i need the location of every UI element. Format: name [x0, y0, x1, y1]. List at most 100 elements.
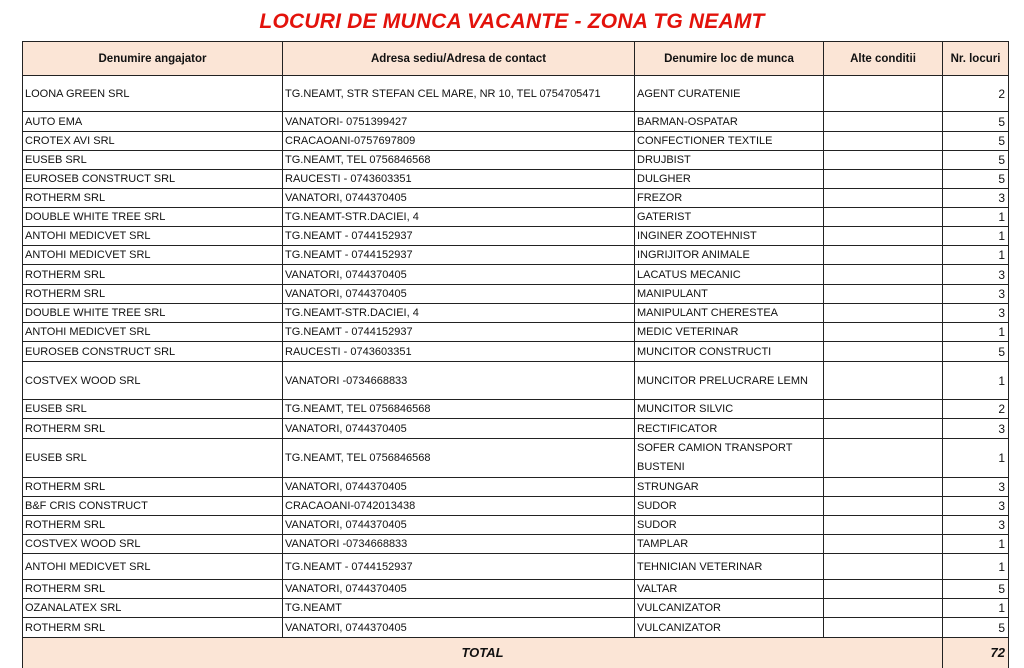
cell-count: 1: [943, 362, 1009, 400]
header-count: Nr. locuri: [943, 42, 1009, 76]
cell-address: VANATORI, 0744370405: [283, 419, 635, 439]
cell-employer: EUSEB SRL: [23, 400, 283, 419]
cell-address: TG.NEAMT: [283, 599, 635, 618]
cell-conditions: [824, 478, 943, 497]
cell-count: 3: [943, 304, 1009, 323]
cell-job: FREZOR: [635, 189, 824, 208]
cell-count: 1: [943, 323, 1009, 342]
cell-job: MUNCITOR PRELUCRARE LEMN: [635, 362, 824, 400]
header-conditions: Alte conditii: [824, 42, 943, 76]
cell-employer: ROTHERM SRL: [23, 285, 283, 304]
cell-employer: LOONA GREEN SRL: [23, 76, 283, 112]
cell-employer: DOUBLE WHITE TREE SRL: [23, 208, 283, 227]
cell-job: DULGHER: [635, 170, 824, 189]
vacancies-table: Denumire angajator Adresa sediu/Adresa d…: [22, 41, 1009, 668]
cell-conditions: [824, 419, 943, 439]
cell-job: INGRIJITOR ANIMALE: [635, 246, 824, 265]
cell-count: 1: [943, 208, 1009, 227]
cell-conditions: [824, 400, 943, 419]
cell-address: TG.NEAMT - 0744152937: [283, 227, 635, 246]
cell-address: RAUCESTI - 0743603351: [283, 170, 635, 189]
cell-count: 5: [943, 151, 1009, 170]
cell-count: 5: [943, 132, 1009, 151]
total-row: TOTAL 72: [23, 638, 1009, 668]
cell-address: VANATORI, 0744370405: [283, 618, 635, 638]
cell-employer: COSTVEX WOOD SRL: [23, 535, 283, 554]
page-title: LOCURI DE MUNCA VACANTE - ZONA TG NEAMT: [0, 10, 1024, 34]
cell-address: VANATORI, 0744370405: [283, 189, 635, 208]
cell-conditions: [824, 554, 943, 580]
cell-conditions: [824, 516, 943, 535]
cell-count: 5: [943, 170, 1009, 189]
cell-address: TG.NEAMT - 0744152937: [283, 246, 635, 265]
cell-address: VANATORI, 0744370405: [283, 265, 635, 285]
cell-conditions: [824, 265, 943, 285]
cell-conditions: [824, 132, 943, 151]
cell-count: 1: [943, 554, 1009, 580]
cell-job: LACATUS MECANIC: [635, 265, 824, 285]
cell-count: 5: [943, 342, 1009, 362]
cell-address: CRACAOANI-0742013438: [283, 497, 635, 516]
cell-count: 5: [943, 112, 1009, 132]
cell-job: MANIPULANT: [635, 285, 824, 304]
cell-conditions: [824, 170, 943, 189]
cell-count: 3: [943, 285, 1009, 304]
cell-address: TG.NEAMT, TEL 0756846568: [283, 151, 635, 170]
cell-job: MUNCITOR SILVIC: [635, 400, 824, 419]
cell-job: SOFER CAMION TRANSPORT BUSTENI: [635, 439, 824, 478]
cell-employer: ANTOHI MEDICVET SRL: [23, 246, 283, 265]
cell-conditions: [824, 342, 943, 362]
header-job: Denumire loc de munca: [635, 42, 824, 76]
cell-employer: ANTOHI MEDICVET SRL: [23, 554, 283, 580]
cell-conditions: [824, 497, 943, 516]
cell-count: 2: [943, 76, 1009, 112]
cell-count: 1: [943, 246, 1009, 265]
cell-job: MEDIC VETERINAR: [635, 323, 824, 342]
cell-conditions: [824, 112, 943, 132]
cell-employer: ROTHERM SRL: [23, 189, 283, 208]
cell-conditions: [824, 246, 943, 265]
cell-job: CONFECTIONER TEXTILE: [635, 132, 824, 151]
cell-conditions: [824, 362, 943, 400]
cell-employer: ROTHERM SRL: [23, 580, 283, 599]
cell-job: GATERIST: [635, 208, 824, 227]
cell-conditions: [824, 304, 943, 323]
cell-employer: DOUBLE WHITE TREE SRL: [23, 304, 283, 323]
cell-job: VULCANIZATOR: [635, 618, 824, 638]
table-header-row: Denumire angajator Adresa sediu/Adresa d…: [23, 42, 1009, 76]
cell-address: TG.NEAMT - 0744152937: [283, 323, 635, 342]
cell-address: RAUCESTI - 0743603351: [283, 342, 635, 362]
cell-count: 3: [943, 265, 1009, 285]
cell-employer: ROTHERM SRL: [23, 478, 283, 497]
cell-employer: EUSEB SRL: [23, 439, 283, 478]
cell-address: VANATORI -0734668833: [283, 362, 635, 400]
cell-conditions: [824, 208, 943, 227]
cell-job: TEHNICIAN VETERINAR: [635, 554, 824, 580]
cell-employer: CROTEX AVI SRL: [23, 132, 283, 151]
cell-count: 1: [943, 599, 1009, 618]
cell-conditions: [824, 618, 943, 638]
cell-job: DRUJBIST: [635, 151, 824, 170]
cell-job: RECTIFICATOR: [635, 419, 824, 439]
cell-count: 1: [943, 227, 1009, 246]
cell-employer: ROTHERM SRL: [23, 419, 283, 439]
cell-address: TG.NEAMT, TEL 0756846568: [283, 400, 635, 419]
cell-count: 3: [943, 419, 1009, 439]
cell-job: SUDOR: [635, 516, 824, 535]
